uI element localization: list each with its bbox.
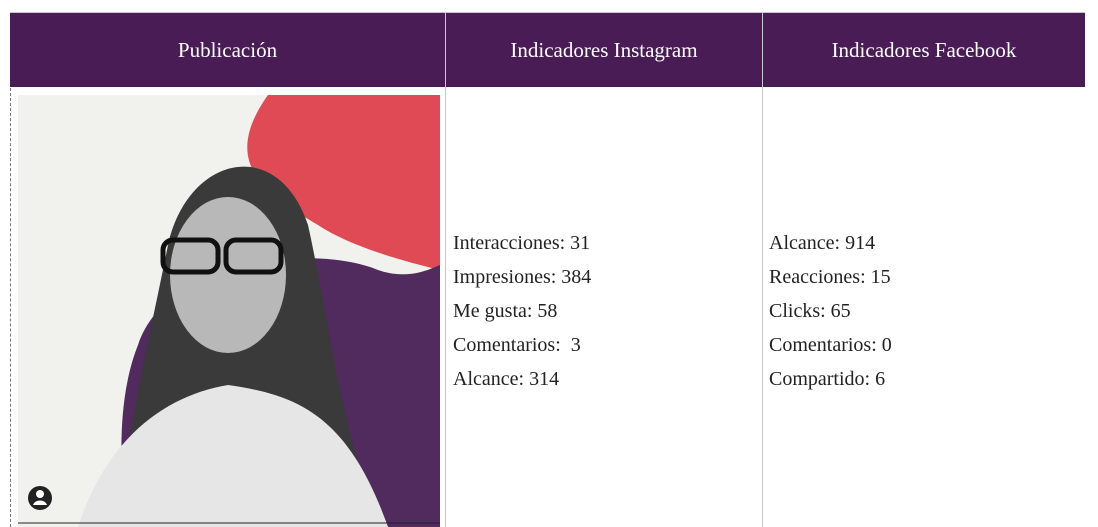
header-divider <box>762 13 763 87</box>
header-text: Indicadores Facebook <box>832 38 1017 63</box>
cell-border <box>445 87 446 527</box>
cell-border <box>762 87 763 527</box>
header-divider <box>445 13 446 87</box>
metric-line: Impresiones: 384 <box>453 260 591 294</box>
post-image <box>18 95 440 527</box>
header-cell: Publicación <box>10 13 445 87</box>
page: Publicación Indicadores Instagram Indica… <box>0 0 1098 527</box>
metric-line: Compartido: 6 <box>769 362 892 396</box>
metric-line: Interacciones: 31 <box>453 226 591 260</box>
metric-line: Reacciones: 15 <box>769 260 892 294</box>
metric-line: Alcance: 314 <box>453 362 591 396</box>
metric-line: Alcance: 914 <box>769 226 892 260</box>
header-cell: Indicadores Facebook <box>763 13 1085 87</box>
header-cell: Indicadores Instagram <box>446 13 762 87</box>
cell-border <box>10 88 11 527</box>
metric-line: Clicks: 65 <box>769 294 892 328</box>
metric-line: Comentarios: 3 <box>453 328 591 362</box>
metric-line: Comentarios: 0 <box>769 328 892 362</box>
header-text: Publicación <box>178 38 277 63</box>
header-text: Indicadores Instagram <box>510 38 697 63</box>
metric-line: Me gusta: 58 <box>453 294 591 328</box>
